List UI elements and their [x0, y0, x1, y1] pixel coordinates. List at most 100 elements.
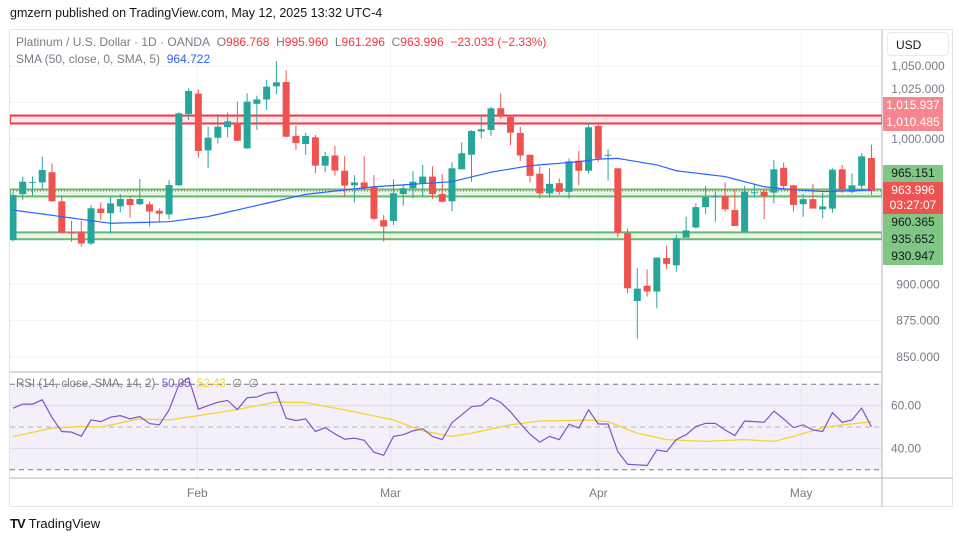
candle-up [136, 198, 144, 205]
rsi-line [12, 376, 872, 467]
time-tick-label: May [790, 486, 813, 500]
sma50-line [12, 157, 872, 224]
rsi-label: RSI (14, close, SMA, 14, 2) [16, 378, 156, 390]
rsi-sma-line [12, 401, 872, 442]
candle-up [477, 129, 485, 132]
gridlines [10, 30, 882, 478]
candle-up [321, 156, 329, 166]
candle-down [516, 132, 524, 156]
candle-down [292, 135, 300, 144]
candle-up [10, 195, 17, 241]
candle-down [780, 167, 788, 187]
candle-up [399, 188, 407, 195]
candle-down [380, 220, 388, 227]
candle-up [175, 113, 183, 186]
rsi-extra-2: ∅ [248, 378, 259, 390]
candle-down [575, 160, 583, 171]
support-zone-lower [10, 231, 882, 241]
candle-down [624, 233, 632, 289]
rsi-legend[interactable]: RSI (14, close, SMA, 14, 2) 50.05 52.43 … [16, 376, 259, 390]
horizontal-levels [10, 114, 882, 241]
candle-down [282, 82, 290, 137]
sma-legend[interactable]: SMA (50, close, 0, SMA, 5) 964.722 [16, 52, 210, 66]
time-tick-label: Feb [187, 486, 208, 500]
price-tick-label: 900.000 [896, 277, 940, 291]
candle-up [116, 198, 124, 207]
candle-up [702, 197, 710, 208]
candle-up [819, 206, 827, 210]
tradingview-logo-icon[interactable]: TV [10, 516, 26, 531]
tradingview-brand[interactable]: TradingView [28, 516, 101, 531]
candle-down [155, 210, 163, 214]
candle-up [653, 257, 661, 292]
candle-down [789, 185, 797, 205]
time-tick-label: Apr [589, 486, 608, 500]
candle-down [594, 125, 602, 159]
last-price-label: 963.996 03:27:07 [883, 182, 943, 214]
resistance-upper-label: 1,015.937 [883, 97, 943, 114]
support-zone-upper [10, 188, 882, 198]
candle-up [565, 161, 573, 192]
chart-frame [9, 29, 953, 507]
candle-down [838, 169, 846, 190]
candle-down [146, 204, 154, 212]
candle-down [438, 194, 446, 202]
candle-up [858, 156, 866, 186]
candle-up [19, 181, 27, 195]
candle-down [194, 93, 202, 151]
candle-down [497, 108, 505, 117]
candle-up [38, 170, 46, 183]
price-tick-label: 850.000 [896, 350, 940, 364]
candle-up [467, 131, 475, 155]
candle-up [302, 135, 310, 144]
candle-up [828, 169, 836, 209]
candle-up [633, 288, 641, 301]
close-value: 963.996 [400, 35, 444, 49]
support-4-label: 930.947 [883, 248, 943, 265]
candle-up [604, 154, 612, 156]
support-3-label: 935.652 [883, 231, 943, 248]
sma-value: 964.722 [166, 52, 211, 66]
rsi-sma-value: 52.43 [196, 378, 226, 390]
candle-down [370, 186, 378, 219]
candle-up [107, 203, 115, 214]
rsi-extra-1: ∅ [232, 378, 243, 390]
candle-down [428, 176, 436, 195]
high-value: 995.960 [284, 35, 329, 49]
change-value: −23.033 (−2.33%) [450, 35, 547, 49]
candle-down [233, 122, 241, 141]
bar-countdown: 03:27:07 [889, 198, 937, 212]
candle-up [243, 101, 251, 149]
candle-down [867, 158, 875, 192]
open-value: 986.768 [226, 35, 270, 49]
candle-up [350, 182, 358, 186]
last-price-value: 963.996 [891, 183, 935, 197]
currency-button[interactable]: USD [887, 32, 949, 56]
candle-up [185, 91, 193, 115]
candle-down [614, 168, 622, 233]
symbol-name[interactable]: Platinum / U.S. Dollar · 1D · OANDA [16, 35, 211, 49]
candle-up [263, 86, 271, 100]
price-tick-label: 1,025.000 [891, 82, 945, 96]
support-2-label: 960.365 [883, 214, 943, 231]
candle-up [682, 230, 690, 238]
candle-up [799, 199, 807, 205]
price-tick-label: 1,000.000 [891, 132, 945, 146]
candle-down [97, 208, 105, 213]
rsi-tick-label: 60.00 [891, 399, 921, 413]
candle-up [546, 183, 554, 194]
candle-up [770, 169, 778, 193]
candle-up [585, 127, 593, 171]
rsi-tick-label: 40.00 [891, 441, 921, 455]
sma-label: SMA (50, close, 0, SMA, 5) [16, 52, 161, 66]
candle-down [68, 231, 76, 234]
candle-down [643, 285, 651, 292]
candle-up [458, 153, 466, 170]
price-tick-label: 875.000 [896, 314, 940, 328]
candle-up [29, 182, 37, 184]
candle-up [87, 208, 95, 244]
candle-down [731, 210, 739, 227]
candle-up [419, 176, 427, 184]
support-1-label: 965.151 [883, 165, 943, 182]
